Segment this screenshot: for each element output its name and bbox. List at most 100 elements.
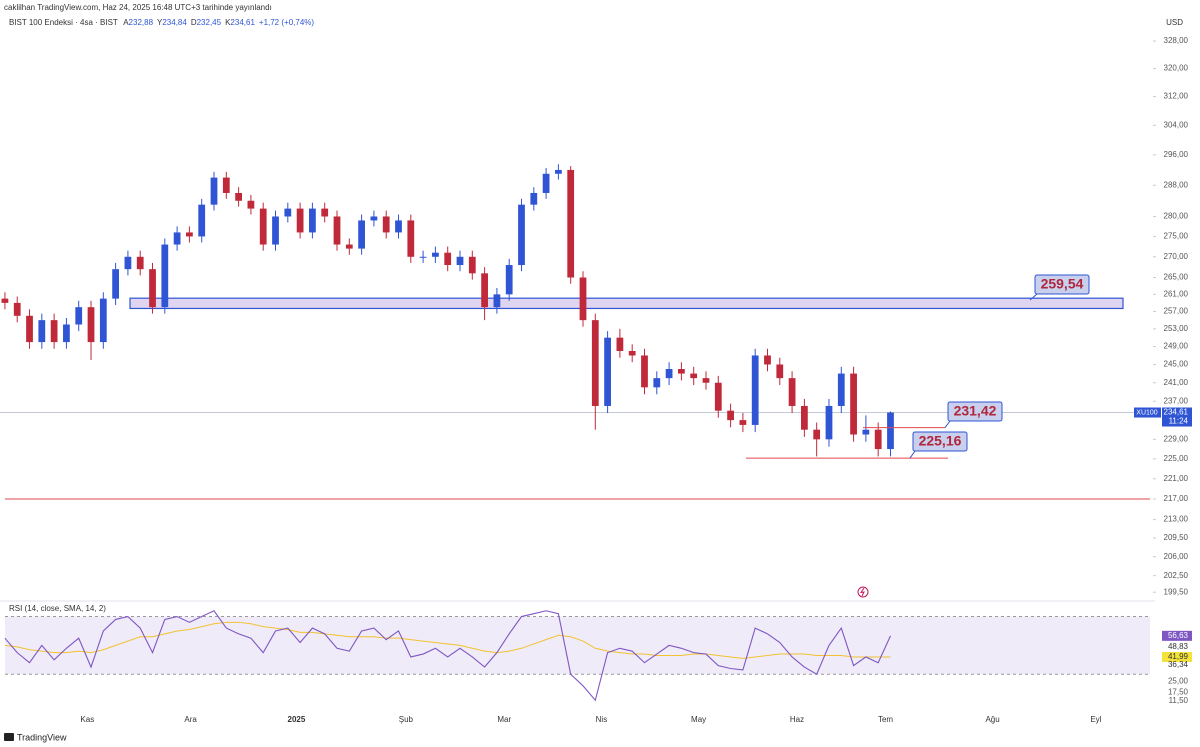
y-tick-label: 237,00 <box>1164 396 1189 405</box>
zone <box>129 297 1124 310</box>
symbol-line: BIST 100 Endeksi · 4sa · BIST A232,88 Y234… <box>9 18 314 27</box>
candle-body <box>26 315 33 343</box>
candle-body <box>493 294 501 308</box>
y-tick-label: 249,00 <box>1164 342 1189 351</box>
y-tick-label: 312,00 <box>1164 92 1189 101</box>
y-tick-label: 320,00 <box>1164 64 1189 73</box>
lightning-icon <box>857 586 869 598</box>
axis-label: 56,63 <box>1168 631 1189 640</box>
candle-body <box>567 169 575 278</box>
candle-body <box>222 177 230 193</box>
x-tick-label: 2025 <box>288 715 306 724</box>
candle-body <box>198 204 206 237</box>
rsi-line <box>4 610 891 702</box>
axis-label: 36,34 <box>1168 660 1189 669</box>
axis-label: 48,83 <box>1168 642 1189 651</box>
candle-body <box>13 302 21 316</box>
y-tick-label: 275,00 <box>1164 232 1189 241</box>
rsi-line <box>4 621 891 659</box>
candle-body <box>112 269 119 299</box>
candle-body <box>628 350 636 356</box>
y-tick-label: 209,50 <box>1164 533 1189 542</box>
symbol-title: BIST 100 Endeksi · 4sa · BIST <box>9 18 118 27</box>
axis-label-box <box>1162 630 1192 641</box>
x-tick-label: Şub <box>399 715 414 724</box>
candle-body <box>751 355 759 425</box>
candle-body <box>518 204 525 266</box>
logo <box>4 733 14 741</box>
candle-body <box>579 277 587 321</box>
candle-body <box>124 256 132 270</box>
candle-body <box>395 220 402 233</box>
rsi-title: RSI (14, close, SMA, 14, 2) <box>9 604 106 613</box>
candle-body <box>653 378 661 388</box>
label-box <box>947 401 1003 422</box>
author-line: caklilhan TradingView.com, Haz 24, 2025 … <box>4 3 272 12</box>
y-tick-label: 17,50 <box>1168 687 1189 696</box>
y-tick-label: 225,00 <box>1164 454 1189 463</box>
candle-body <box>309 208 316 233</box>
y-tick-label: 229,00 <box>1164 434 1189 443</box>
candle-body <box>75 307 83 325</box>
ohlc-value: 234,61 <box>230 18 255 27</box>
ohlc-key: Y <box>157 18 163 27</box>
candle-body <box>837 373 845 406</box>
candle-body <box>456 256 464 266</box>
y-tick-label: 261,00 <box>1164 289 1189 298</box>
candle-body <box>247 200 255 209</box>
candle-body <box>284 208 292 217</box>
y-tick-label: 206,00 <box>1164 552 1189 561</box>
candle-body <box>776 364 784 379</box>
y-tick-label: 304,00 <box>1164 120 1189 129</box>
ohlc-key: A <box>123 18 129 27</box>
change: +1,72 (+0,74%) <box>259 18 314 27</box>
footer: TradingView <box>4 732 67 742</box>
candle-body <box>874 429 882 450</box>
candle-body <box>530 192 538 205</box>
candle-body <box>505 265 513 295</box>
candle-body <box>99 298 107 343</box>
candle-body <box>1 298 9 303</box>
ohlc-key: K <box>225 18 231 27</box>
y-tick-label: 265,00 <box>1164 273 1189 282</box>
y-tick-label: 11,50 <box>1169 696 1189 705</box>
candle-body <box>136 256 144 270</box>
countdown: 11:24 <box>1169 417 1189 426</box>
x-tick-label: Ara <box>184 715 197 724</box>
candle-body <box>87 307 95 343</box>
candle-body <box>149 269 156 308</box>
candle-body <box>862 429 870 435</box>
candle-body <box>468 256 476 274</box>
axis-label: 41,99 <box>1168 652 1189 661</box>
x-tick-label: Eyl <box>1090 715 1101 724</box>
x-tick-label: Nis <box>596 715 608 724</box>
last-price: 234,61 <box>1164 408 1189 417</box>
candle-body <box>604 337 611 406</box>
currency: USD <box>1166 18 1183 27</box>
level-label: 225,16 <box>919 433 962 449</box>
level-label: 231,42 <box>954 403 997 419</box>
y-tick-label: 199,50 <box>1164 587 1189 596</box>
y-tick-label: 25,00 <box>1168 677 1189 686</box>
candle-body <box>850 373 857 435</box>
candle-body <box>481 273 488 308</box>
rsi-band <box>5 616 1150 675</box>
symbol-tag: XU100 <box>1136 409 1158 416</box>
y-tick-label: 217,00 <box>1164 494 1189 503</box>
candle-body <box>678 369 685 374</box>
candle-body <box>370 216 378 221</box>
candle-body <box>63 324 70 343</box>
candle-body <box>432 252 439 257</box>
candle-body <box>419 256 427 258</box>
brand: TradingView <box>17 732 67 742</box>
candle-body <box>788 378 796 406</box>
y-tick-label: 296,00 <box>1164 150 1189 159</box>
level-label: 259,54 <box>1041 276 1084 292</box>
candle-body <box>739 420 747 425</box>
candle-body <box>714 382 722 411</box>
candle-body <box>50 320 58 343</box>
candle-body <box>555 169 562 174</box>
candle-body <box>764 355 771 365</box>
y-tick-label: 328,00 <box>1164 36 1189 45</box>
